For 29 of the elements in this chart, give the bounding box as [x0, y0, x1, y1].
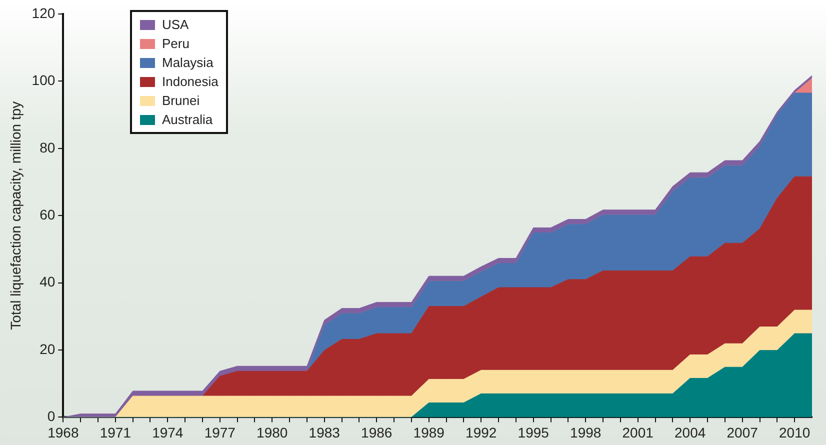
- legend-label: Malaysia: [162, 55, 214, 70]
- x-tick-label: 1998: [570, 424, 602, 440]
- x-tick-label: 1968: [48, 424, 79, 440]
- x-tick-label: 1992: [466, 424, 497, 440]
- x-tick-label: 1986: [361, 424, 392, 440]
- legend-label: Peru: [162, 36, 190, 51]
- x-tick-label: 2001: [622, 424, 654, 440]
- x-tick-label: 1974: [152, 424, 184, 440]
- y-tick-label: 80: [40, 139, 56, 156]
- x-tick-label: 1995: [518, 424, 550, 440]
- legend-label: Australia: [162, 112, 213, 127]
- x-tick-label: 1977: [204, 424, 236, 440]
- x-tick-label: 2004: [674, 424, 706, 440]
- x-tick-label: 1980: [256, 424, 288, 440]
- y-tick-label: 20: [40, 340, 56, 357]
- x-tick-label: 2007: [726, 424, 758, 440]
- y-axis-title: Total liquefaction capacity, million tpy: [7, 101, 24, 330]
- x-tick-label: 1989: [413, 424, 445, 440]
- y-tick-label: 40: [40, 274, 56, 290]
- legend-label: USA: [162, 17, 189, 32]
- x-tick-label: 1971: [100, 424, 132, 440]
- y-tick-label: 60: [40, 206, 56, 222]
- legend-label: Indonesia: [162, 74, 218, 89]
- y-tick-label: 100: [32, 72, 56, 88]
- x-tick-label: 2010: [779, 424, 810, 440]
- y-tick-label: 0: [47, 408, 56, 424]
- y-tick-label: 120: [32, 4, 56, 21]
- x-tick-label: 1983: [308, 424, 340, 440]
- legend-label: Brunei: [162, 93, 200, 108]
